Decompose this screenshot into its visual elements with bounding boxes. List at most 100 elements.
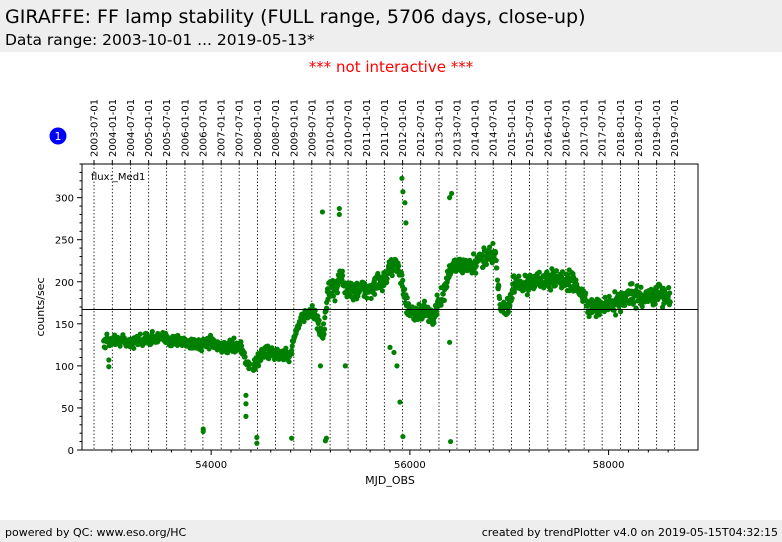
y-tick-label: 0 bbox=[68, 446, 74, 457]
data-point bbox=[131, 345, 137, 351]
data-point bbox=[612, 289, 618, 295]
data-point bbox=[525, 287, 532, 293]
footer-created: created by trendPlotter v4.0 on 2019-05-… bbox=[481, 526, 778, 539]
x-tick-label: 56000 bbox=[394, 460, 426, 471]
top-date-label: 2005-01-01 bbox=[144, 99, 155, 157]
outlier-point bbox=[394, 363, 400, 369]
outlier-point bbox=[387, 344, 393, 350]
data-point bbox=[421, 298, 428, 304]
data-point bbox=[372, 291, 378, 297]
data-point bbox=[320, 321, 327, 327]
data-point bbox=[490, 240, 496, 247]
outlier-point bbox=[448, 438, 454, 445]
data-point bbox=[558, 273, 565, 280]
data-point bbox=[286, 359, 292, 365]
not-interactive-notice: *** not interactive *** bbox=[308, 58, 474, 76]
data-points bbox=[101, 175, 673, 446]
data-point bbox=[631, 300, 637, 306]
data-point bbox=[368, 295, 374, 302]
outlier-point bbox=[400, 433, 406, 440]
top-date-label: 2017-01-01 bbox=[580, 99, 591, 157]
data-point bbox=[547, 287, 554, 293]
data-point bbox=[255, 363, 262, 369]
top-date-label: 2013-07-01 bbox=[452, 99, 463, 157]
outlier-point bbox=[403, 220, 409, 226]
outlier-point bbox=[449, 190, 455, 197]
top-date-label: 2015-07-01 bbox=[525, 99, 536, 157]
outlier-point bbox=[447, 339, 453, 345]
data-point bbox=[231, 335, 237, 341]
top-date-axis: 2003-07-01 2004-01-01 2004-07-01 2005-01-01… bbox=[90, 99, 681, 164]
data-point bbox=[553, 268, 559, 274]
x-axis-label: MJD_OBS bbox=[365, 474, 415, 487]
data-point bbox=[246, 365, 252, 372]
data-point bbox=[396, 263, 402, 269]
data-point bbox=[479, 253, 485, 259]
y-tick-label: 100 bbox=[55, 362, 74, 373]
data-point bbox=[332, 298, 338, 304]
top-date-label: 2007-07-01 bbox=[235, 99, 246, 157]
data-point bbox=[301, 318, 307, 325]
data-point bbox=[102, 345, 108, 351]
outlier-point bbox=[336, 211, 342, 218]
data-point bbox=[667, 299, 673, 305]
data-point bbox=[339, 277, 345, 283]
outlier-point bbox=[243, 413, 249, 419]
y-tick-label: 200 bbox=[55, 278, 74, 289]
data-point bbox=[487, 244, 493, 250]
outlier-point bbox=[243, 401, 249, 407]
data-point bbox=[283, 345, 289, 351]
top-date-label: 2016-01-01 bbox=[543, 99, 554, 157]
data-point bbox=[431, 320, 437, 326]
outlier-point bbox=[447, 195, 453, 201]
outlier-point bbox=[322, 438, 329, 444]
marker-label: 1 bbox=[55, 130, 62, 143]
data-point bbox=[384, 276, 390, 282]
footer-bar: powered by QC: www.eso.org/HC created by… bbox=[0, 520, 782, 542]
top-date-label: 2014-01-01 bbox=[471, 99, 482, 157]
data-point bbox=[473, 270, 479, 276]
top-date-label: 2018-07-01 bbox=[634, 99, 645, 157]
y-tick-label: 250 bbox=[55, 236, 74, 247]
data-point bbox=[494, 277, 501, 283]
data-point bbox=[289, 343, 295, 349]
data-point bbox=[505, 309, 512, 315]
top-date-label: 2005-07-01 bbox=[162, 99, 173, 157]
y-tick-label: 150 bbox=[55, 320, 74, 331]
data-point bbox=[322, 315, 328, 321]
data-point bbox=[483, 261, 490, 268]
series-label: flux:_Med1 bbox=[91, 172, 145, 183]
outlier-point bbox=[254, 434, 260, 440]
data-point bbox=[330, 293, 337, 299]
top-date-label: 2008-07-01 bbox=[271, 99, 282, 157]
top-date-label: 2009-07-01 bbox=[307, 99, 318, 157]
vertical-grid bbox=[93, 164, 676, 450]
outlier-point bbox=[402, 200, 408, 206]
top-date-label: 2004-07-01 bbox=[126, 99, 137, 157]
page-subtitle: Data range: 2003-10-01 ... 2019-05-13* bbox=[5, 31, 315, 49]
data-point bbox=[322, 326, 328, 332]
data-point bbox=[493, 257, 499, 264]
y-tick-label: 50 bbox=[61, 404, 74, 415]
data-point bbox=[590, 298, 596, 304]
x-tick-label: 54000 bbox=[195, 460, 227, 471]
top-date-label: 2013-01-01 bbox=[434, 99, 445, 157]
data-point bbox=[339, 273, 346, 279]
footer-credit: powered by QC: www.eso.org/HC bbox=[5, 526, 187, 539]
outlier-point bbox=[336, 205, 342, 212]
data-point bbox=[509, 295, 515, 302]
data-point bbox=[617, 309, 624, 315]
top-date-label: 2006-01-01 bbox=[180, 99, 191, 157]
data-point bbox=[434, 311, 440, 318]
data-point bbox=[206, 346, 212, 352]
data-point bbox=[652, 301, 658, 307]
data-point bbox=[247, 361, 253, 367]
top-date-label: 2010-01-01 bbox=[326, 99, 337, 157]
y-axis-label: counts/sec bbox=[34, 277, 47, 336]
data-point bbox=[496, 295, 503, 302]
marker-badge: 1 bbox=[49, 127, 67, 145]
data-point bbox=[496, 283, 502, 289]
data-point bbox=[552, 283, 558, 289]
data-point bbox=[613, 312, 619, 318]
data-point bbox=[667, 290, 673, 296]
